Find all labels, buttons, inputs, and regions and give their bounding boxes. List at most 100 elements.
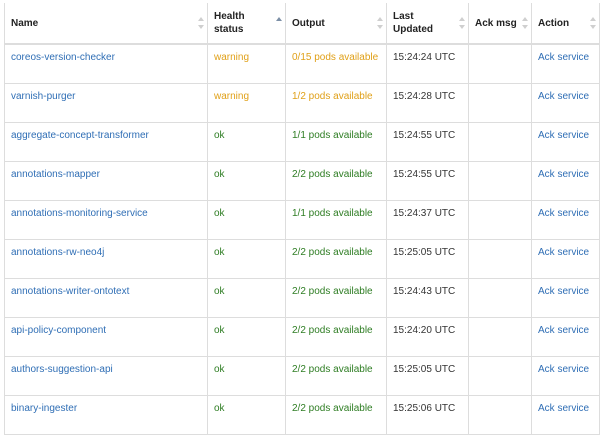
column-header-health[interactable]: Health status [207, 3, 286, 45]
column-header-label: Health status [214, 11, 245, 35]
cell-action: Ack service [531, 121, 600, 162]
ack-service-link[interactable]: Ack service [538, 168, 590, 180]
column-header-updated[interactable]: Last Updated [386, 3, 469, 45]
ack-service-link[interactable]: Ack service [538, 324, 590, 336]
column-header-label: Action [538, 17, 570, 29]
service-name-link[interactable]: binary-ingester [11, 402, 78, 414]
service-name-link[interactable]: annotations-mapper [11, 168, 100, 180]
ack-service-link[interactable]: Ack service [538, 363, 590, 375]
cell-action: Ack service [531, 238, 600, 279]
service-name-link[interactable]: authors-suggestion-api [11, 363, 113, 375]
column-header-name[interactable]: Name [4, 3, 208, 45]
column-header-action[interactable]: Action [531, 3, 600, 45]
column-header-output[interactable]: Output [285, 3, 387, 45]
health-status: ok [207, 355, 286, 396]
output-text: 2/2 pods available [285, 238, 387, 279]
ack-service-link[interactable]: Ack service [538, 207, 590, 219]
column-header-label: Name [11, 17, 39, 29]
ack-msg [468, 160, 532, 201]
ack-msg [468, 277, 532, 318]
last-updated: 15:24:28 UTC [386, 82, 469, 123]
ack-msg [468, 121, 532, 162]
sort-icon [459, 17, 465, 29]
last-updated: 15:24:37 UTC [386, 199, 469, 240]
health-status: ok [207, 238, 286, 279]
output-text: 1/1 pods available [285, 121, 387, 162]
ack-msg [468, 238, 532, 279]
ack-service-link[interactable]: Ack service [538, 52, 590, 63]
sort-ascending-icon [276, 17, 282, 29]
service-name-link[interactable]: aggregate-concept-transformer [11, 129, 149, 141]
cell-name: binary-ingester [4, 394, 208, 435]
table-row: api-policy-component ok 2/2 pods available… [4, 316, 600, 357]
last-updated: 15:24:20 UTC [386, 316, 469, 357]
cell-name: aggregate-concept-transformer [4, 121, 208, 162]
cell-action: Ack service [531, 277, 600, 318]
cell-name: annotations-monitoring-service [4, 199, 208, 240]
sort-icon [198, 17, 204, 29]
cell-name: api-policy-component [4, 316, 208, 357]
sort-icon [377, 17, 383, 29]
column-header-ack[interactable]: Ack msg [468, 3, 532, 45]
sort-icon [522, 17, 528, 29]
health-status: ok [207, 277, 286, 318]
ack-msg [468, 316, 532, 357]
column-header-label: Ack msg [475, 17, 517, 29]
output-text: 2/2 pods available [285, 277, 387, 318]
last-updated: 15:25:05 UTC [386, 238, 469, 279]
services-table: Name Health status Output Last Updated Ack m… [4, 3, 600, 435]
cell-action: Ack service [531, 160, 600, 201]
table-row: aggregate-concept-transformer ok 1/1 pods … [4, 121, 600, 162]
table-body: coreos-version-checker warning 0/15 pods a… [4, 43, 600, 435]
sort-icon [590, 17, 596, 29]
last-updated: 15:24:43 UTC [386, 277, 469, 318]
health-status: ok [207, 121, 286, 162]
health-status: ok [207, 199, 286, 240]
ack-msg [468, 82, 532, 123]
health-status: warning [207, 82, 286, 123]
cell-action: Ack service [531, 355, 600, 396]
last-updated: 15:24:24 UTC [386, 43, 469, 84]
last-updated: 15:25:06 UTC [386, 394, 469, 435]
cell-name: annotations-mapper [4, 160, 208, 201]
cell-action: Ack service [531, 394, 600, 435]
service-name-link[interactable]: varnish-purger [11, 90, 76, 102]
table-row: annotations-monitoring-service ok 1/1 pods… [4, 199, 600, 240]
service-name-link[interactable]: api-policy-component [11, 324, 107, 336]
service-name-link[interactable]: annotations-monitoring-service [11, 207, 148, 219]
table-row: annotations-rw-neo4j ok 2/2 pods available… [4, 238, 600, 279]
output-text: 2/2 pods available [285, 316, 387, 357]
ack-msg [468, 199, 532, 240]
cell-action: Ack service [531, 199, 600, 240]
output-text: 2/2 pods available [285, 394, 387, 435]
ack-service-link[interactable]: Ack service [538, 246, 590, 258]
ack-msg [468, 43, 532, 84]
ack-msg [468, 355, 532, 396]
ack-service-link[interactable]: Ack service [538, 129, 590, 141]
health-status: ok [207, 160, 286, 201]
ack-service-link[interactable]: Ack service [538, 90, 590, 102]
output-text: 1/1 pods available [285, 199, 387, 240]
output-text: 2/2 pods available [285, 355, 387, 396]
ack-service-link[interactable]: Ack service [538, 402, 590, 414]
service-name-link[interactable]: annotations-rw-neo4j [11, 246, 105, 258]
output-text: 1/2 pods available [285, 82, 387, 123]
column-header-label: Last Updated [393, 11, 433, 35]
cell-action: Ack service [531, 82, 600, 123]
table-row: binary-ingester ok 2/2 pods available 15:25… [4, 394, 600, 435]
service-name-link[interactable]: coreos-version-checker [11, 52, 115, 63]
last-updated: 15:24:55 UTC [386, 121, 469, 162]
table-row: annotations-writer-ontotext ok 2/2 pods av… [4, 277, 600, 318]
cell-name: coreos-version-checker [4, 43, 208, 84]
table-row: authors-suggestion-api ok 2/2 pods availab… [4, 355, 600, 396]
ack-msg [468, 394, 532, 435]
ack-service-link[interactable]: Ack service [538, 285, 590, 297]
service-name-link[interactable]: annotations-writer-ontotext [11, 285, 130, 297]
last-updated: 15:25:05 UTC [386, 355, 469, 396]
cell-action: Ack service [531, 43, 600, 84]
output-text: 2/2 pods available [285, 160, 387, 201]
column-header-label: Output [292, 17, 325, 29]
table-row: varnish-purger warning 1/2 pods available 1… [4, 82, 600, 123]
health-status: ok [207, 316, 286, 357]
